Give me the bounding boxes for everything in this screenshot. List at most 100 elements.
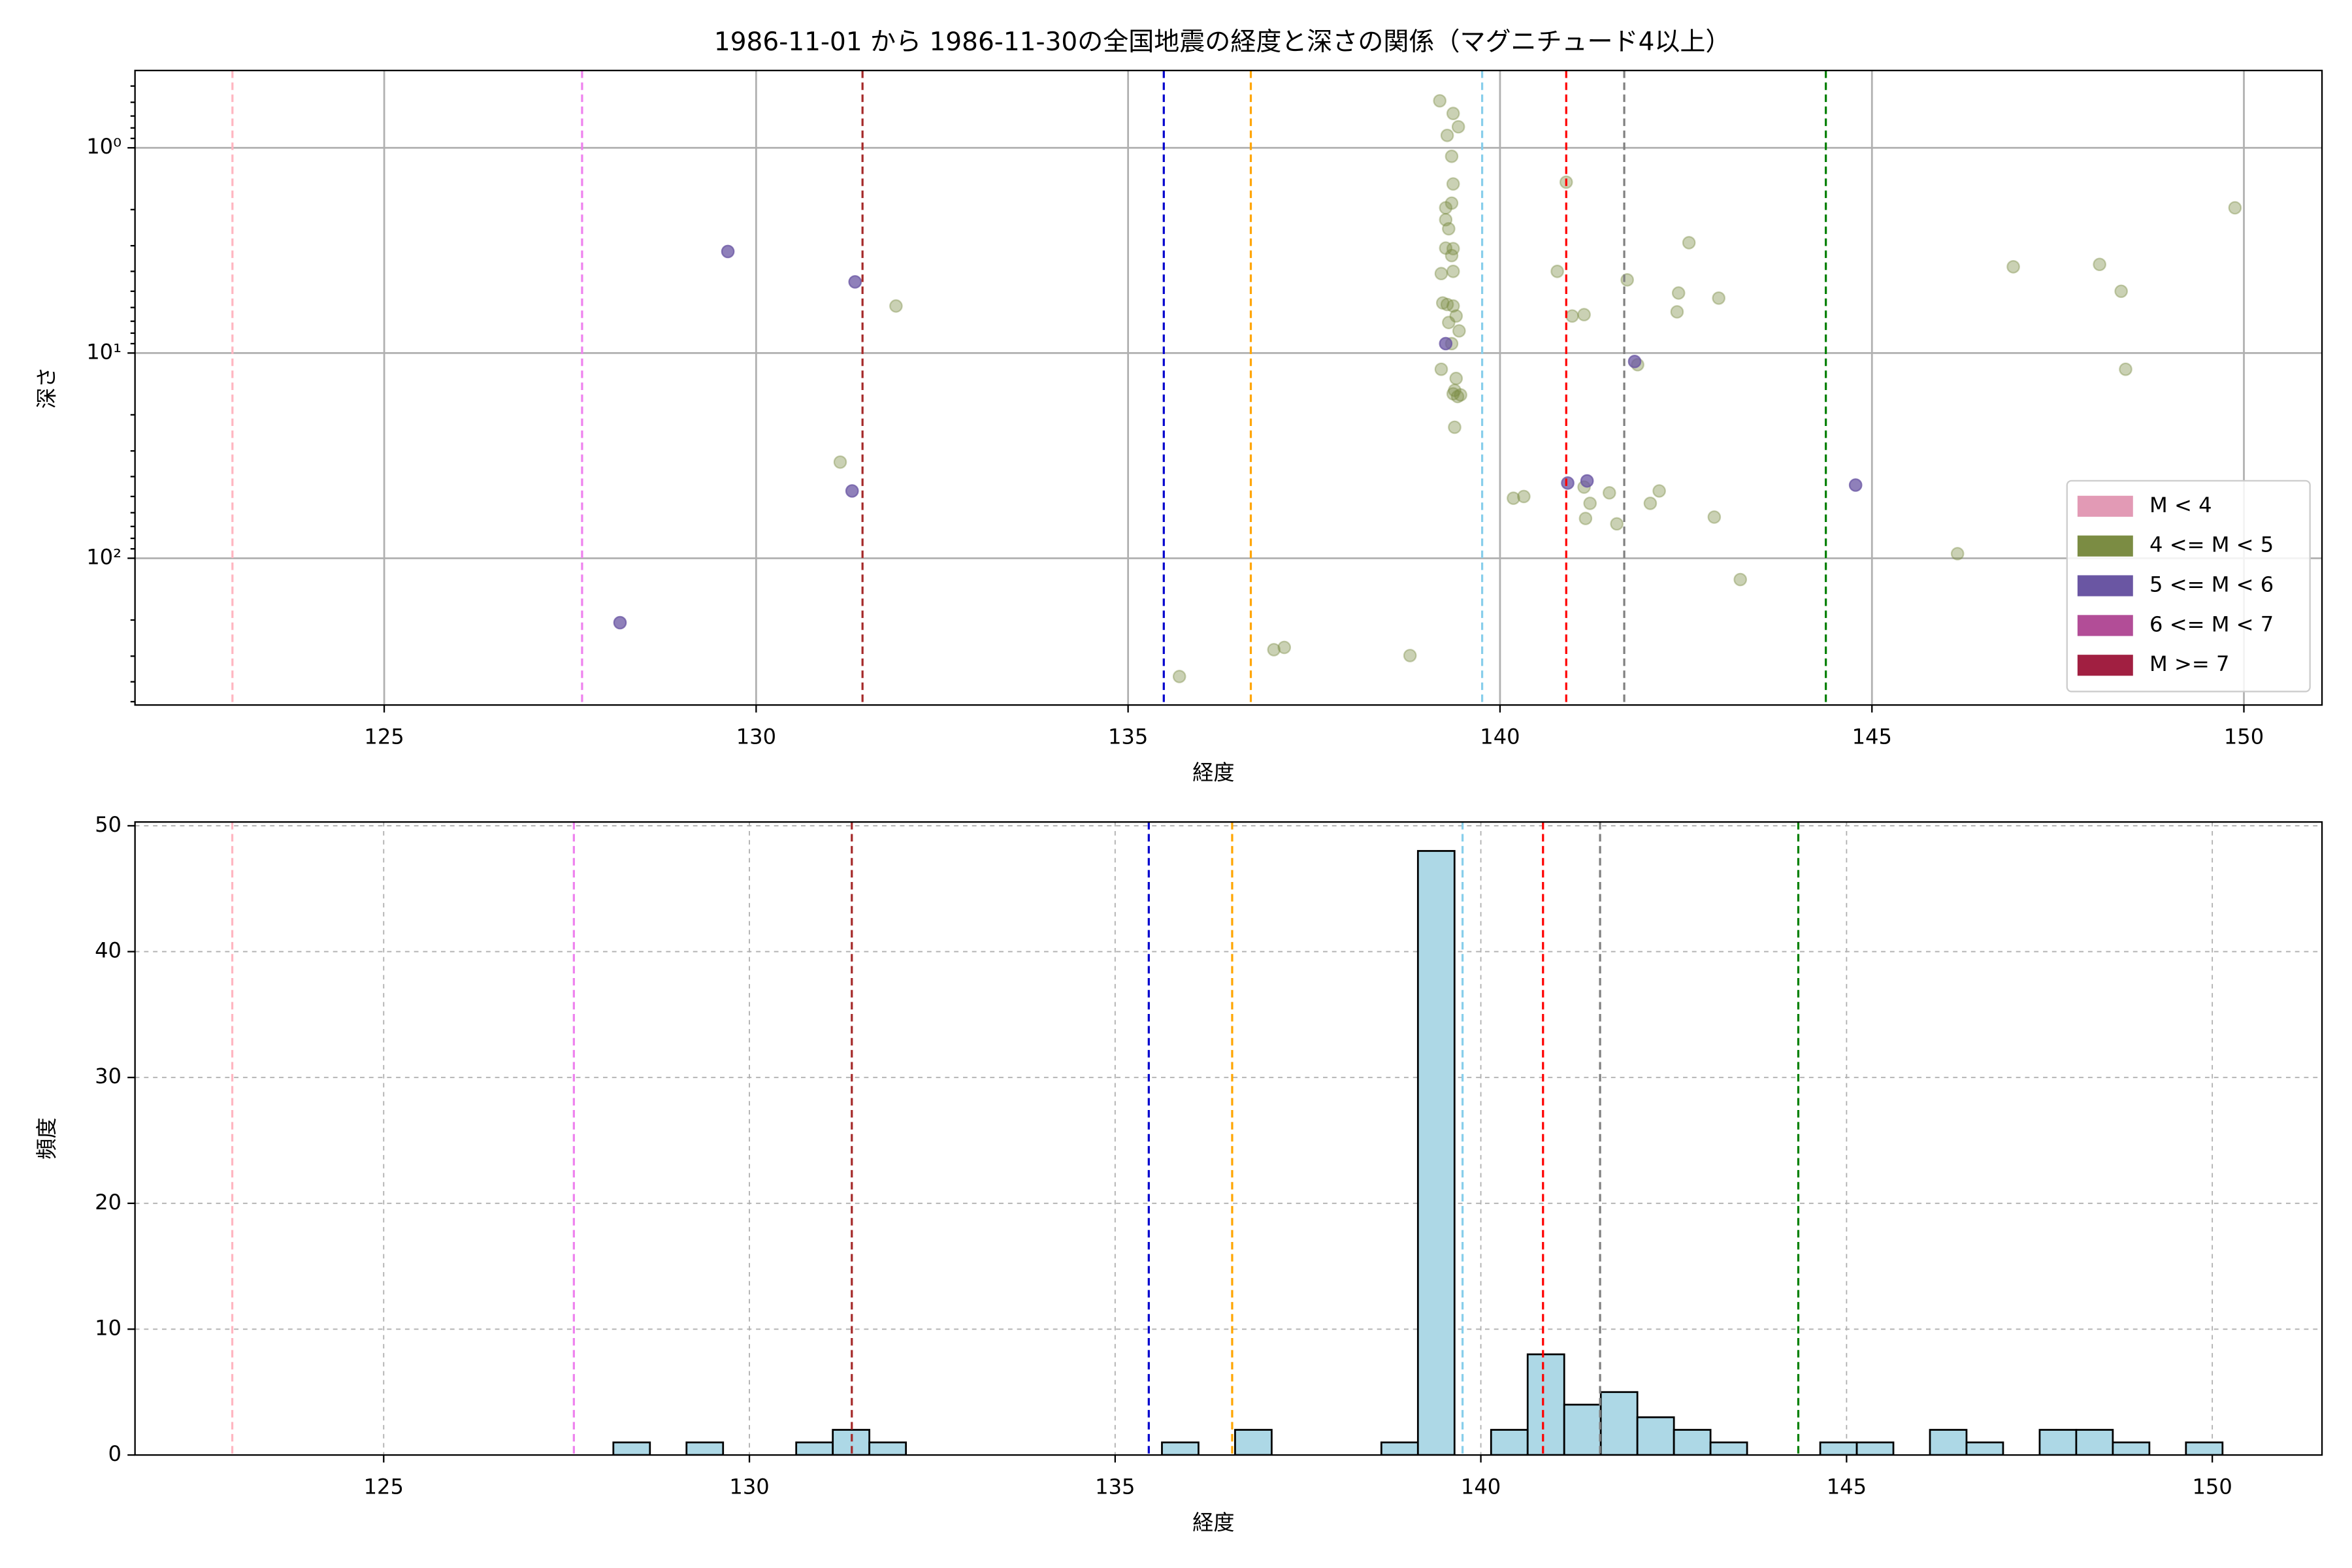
legend-swatch bbox=[2077, 535, 2133, 557]
y-tick-label: 20 bbox=[95, 1190, 122, 1215]
point bbox=[1452, 324, 1466, 338]
bar bbox=[1819, 1441, 1858, 1456]
point bbox=[2093, 257, 2106, 272]
point bbox=[1517, 489, 1531, 504]
point bbox=[2228, 201, 2242, 215]
x-tick-label: 145 bbox=[1827, 1475, 1867, 1499]
y-axis-label: 頻度 bbox=[34, 1117, 59, 1159]
point bbox=[1583, 497, 1597, 510]
bar bbox=[1526, 1353, 1565, 1456]
bar bbox=[2038, 1429, 2078, 1456]
x-tick-label: 135 bbox=[1095, 1475, 1135, 1499]
bar bbox=[2075, 1429, 2114, 1456]
point bbox=[721, 244, 735, 259]
point bbox=[1448, 420, 1462, 434]
point bbox=[1439, 241, 1453, 255]
legend-label: 6 <= M < 7 bbox=[2149, 612, 2274, 636]
axes-frame bbox=[134, 821, 2323, 1456]
legend-label: M >= 7 bbox=[2149, 651, 2229, 676]
axes-frame bbox=[134, 69, 2323, 706]
bar bbox=[1416, 850, 1456, 1456]
x-tick-label: 130 bbox=[736, 725, 776, 749]
point bbox=[1712, 291, 1726, 305]
point bbox=[2119, 362, 2132, 376]
legend-swatch bbox=[2077, 575, 2133, 596]
point bbox=[1446, 387, 1460, 401]
bar bbox=[1855, 1441, 1895, 1456]
point bbox=[1507, 491, 1520, 505]
bar bbox=[2185, 1441, 2224, 1456]
point bbox=[1707, 510, 1722, 524]
point bbox=[1442, 316, 1456, 329]
y-tick-label: 10⁰ bbox=[86, 134, 122, 159]
x-tick-label: 140 bbox=[1480, 725, 1520, 749]
bar bbox=[1380, 1441, 1419, 1456]
point bbox=[1454, 388, 1467, 402]
point bbox=[1439, 201, 1453, 215]
point bbox=[1442, 221, 1456, 236]
plot-area bbox=[135, 822, 2323, 1456]
point bbox=[889, 299, 903, 313]
point bbox=[1449, 309, 1463, 323]
point bbox=[1446, 177, 1460, 191]
point bbox=[1565, 309, 1579, 323]
x-tick-label: 125 bbox=[364, 725, 404, 749]
y-tick-label: 10¹ bbox=[86, 339, 122, 364]
point bbox=[1682, 236, 1696, 250]
legend-label: 5 <= M < 6 bbox=[2149, 572, 2274, 597]
x-tick-label: 140 bbox=[1461, 1475, 1501, 1499]
x-tick-label: 125 bbox=[364, 1475, 404, 1499]
point bbox=[1433, 93, 1447, 108]
point bbox=[1446, 242, 1460, 255]
legend-swatch bbox=[2077, 615, 2133, 636]
point bbox=[1848, 478, 1863, 492]
bar bbox=[685, 1441, 725, 1456]
bar bbox=[1965, 1441, 2004, 1456]
point bbox=[1435, 296, 1450, 310]
point bbox=[1439, 336, 1453, 351]
bar bbox=[1673, 1429, 1712, 1456]
point bbox=[1620, 273, 1634, 287]
point bbox=[1446, 106, 1460, 120]
point bbox=[1610, 517, 1624, 531]
plot-area bbox=[135, 70, 2323, 706]
bar bbox=[1490, 1429, 1529, 1456]
point bbox=[1434, 267, 1448, 281]
point bbox=[1439, 212, 1453, 227]
point bbox=[1446, 299, 1460, 313]
point bbox=[1172, 670, 1186, 683]
x-tick-label: 130 bbox=[729, 1475, 769, 1499]
bar bbox=[1563, 1403, 1602, 1456]
point bbox=[1550, 265, 1564, 278]
point bbox=[1627, 355, 1642, 368]
chart-title: 1986-11-01 から 1986-11-30の全国地震の経度と深さの関係（マ… bbox=[714, 27, 1731, 57]
legend-swatch bbox=[2077, 655, 2133, 676]
point bbox=[1434, 362, 1448, 376]
point bbox=[833, 455, 847, 469]
point bbox=[1445, 248, 1459, 263]
point bbox=[848, 275, 862, 289]
point bbox=[1450, 389, 1465, 404]
legend-box bbox=[2066, 480, 2311, 693]
legend-swatch bbox=[2077, 495, 2133, 517]
point bbox=[845, 484, 859, 498]
point bbox=[1602, 485, 1616, 500]
y-tick-label: 50 bbox=[95, 812, 122, 837]
point bbox=[1449, 371, 1463, 385]
x-tick-label: 150 bbox=[2224, 725, 2264, 749]
bar bbox=[1599, 1391, 1639, 1456]
point bbox=[1448, 384, 1462, 397]
point bbox=[1671, 286, 1686, 300]
y-tick-label: 40 bbox=[95, 938, 122, 963]
point bbox=[1950, 547, 1965, 561]
bar bbox=[1161, 1441, 1200, 1456]
point bbox=[1577, 308, 1591, 321]
x-tick-label: 135 bbox=[1108, 725, 1148, 749]
point bbox=[1643, 497, 1658, 510]
bar bbox=[1636, 1416, 1675, 1456]
legend-label: 4 <= M < 5 bbox=[2149, 532, 2274, 557]
bar bbox=[1234, 1429, 1273, 1456]
